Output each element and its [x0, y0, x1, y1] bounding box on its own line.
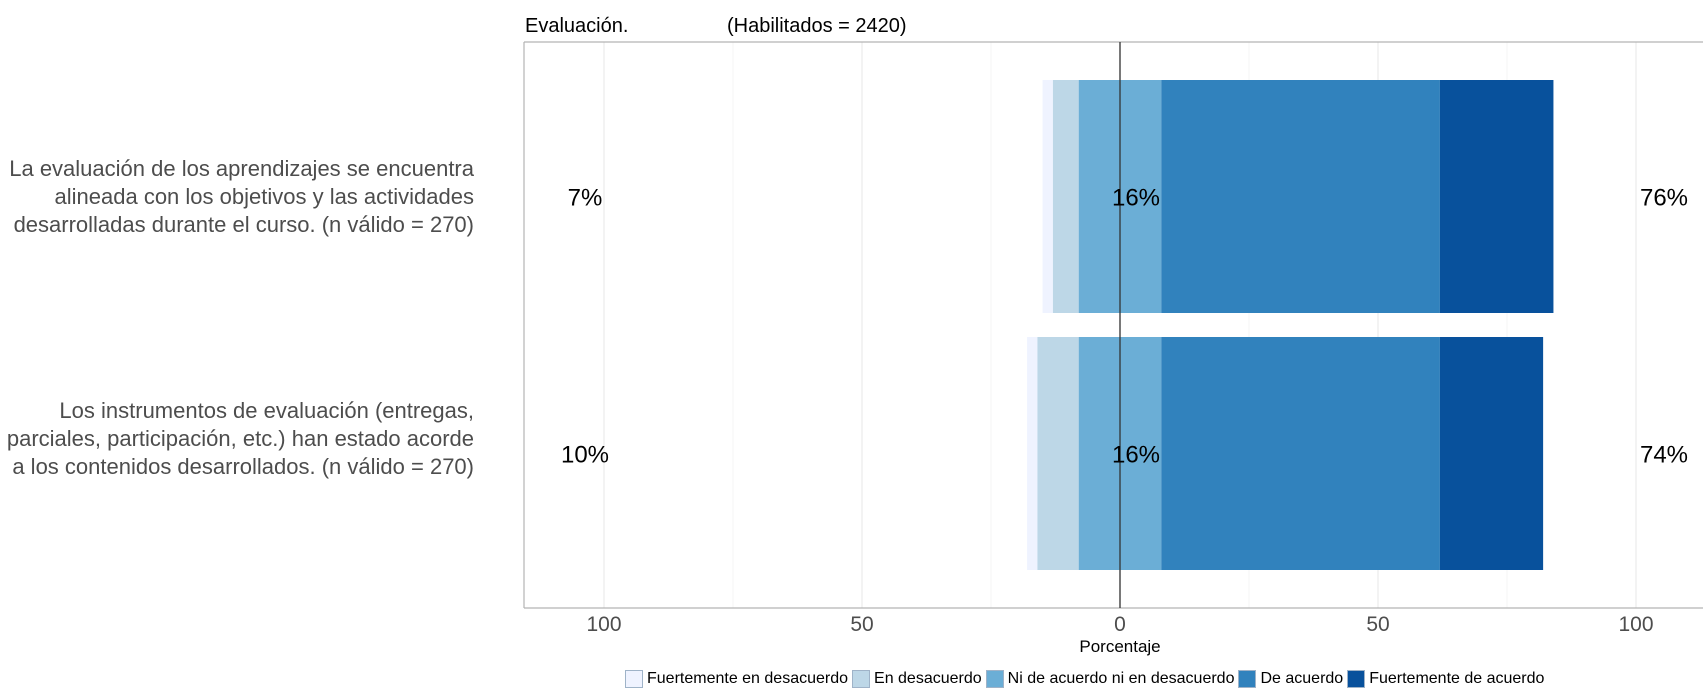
x-tick-label: 100: [586, 613, 621, 636]
chart-subtitle: (Habilitados = 2420): [727, 15, 907, 37]
legend-label: Fuertemente de acuerdo: [1369, 670, 1545, 687]
legend: Fuertemente en desacuerdo En desacuerdo Ni…: [625, 670, 1548, 688]
legend-label: En desacuerdo: [874, 670, 982, 687]
legend-label: Ni de acuerdo ni en desacuerdo: [1007, 670, 1235, 687]
legend-item: Fuertemente en desacuerdo: [625, 670, 848, 688]
legend-swatch: [625, 670, 643, 688]
bar-segment: [1161, 80, 1440, 313]
legend-item: En desacuerdo: [852, 670, 982, 688]
left-percent-label: 7%: [568, 185, 603, 212]
legend-swatch: [1238, 670, 1257, 688]
bar-segment: [1027, 337, 1038, 570]
x-axis-title: Porcentaje: [1079, 637, 1160, 656]
x-tick-label: 50: [1366, 613, 1389, 636]
legend-swatch: [852, 670, 871, 688]
bar-segment: [1439, 337, 1544, 570]
x-tick-label: 100: [1618, 613, 1653, 636]
bar-segment: [1037, 337, 1079, 570]
x-tick-label: 0: [1114, 613, 1126, 636]
legend-swatch: [1347, 670, 1366, 688]
bar-segment: [1161, 337, 1440, 570]
center-percent-label: 16%: [1112, 442, 1160, 469]
bar-segment: [1052, 80, 1079, 313]
legend-item: De acuerdo: [1238, 670, 1343, 688]
y-category-label: La evaluación de los aprendizajes se enc…: [9, 156, 474, 237]
bar-segment: [1042, 80, 1053, 313]
center-percent-label: 16%: [1112, 185, 1160, 212]
x-tick-label: 50: [850, 613, 873, 636]
right-percent-label: 76%: [1640, 185, 1688, 212]
chart-title: Evaluación.: [525, 15, 628, 37]
plot-area: 7% 16% 76% 10% 16% 74% 100 50 0 50 100: [523, 41, 1703, 636]
y-category-label: Los instrumentos de evaluación (entregas…: [6, 398, 474, 479]
right-percent-label: 74%: [1640, 442, 1688, 469]
legend-label: Fuertemente en desacuerdo: [647, 670, 849, 687]
legend-label: De acuerdo: [1260, 670, 1344, 687]
left-percent-label: 10%: [561, 442, 609, 469]
legend-item: Fuertemente de acuerdo: [1347, 670, 1544, 688]
legend-swatch: [985, 670, 1004, 688]
legend-item: Ni de acuerdo ni en desacuerdo: [985, 670, 1235, 688]
bar-segment: [1439, 80, 1554, 313]
